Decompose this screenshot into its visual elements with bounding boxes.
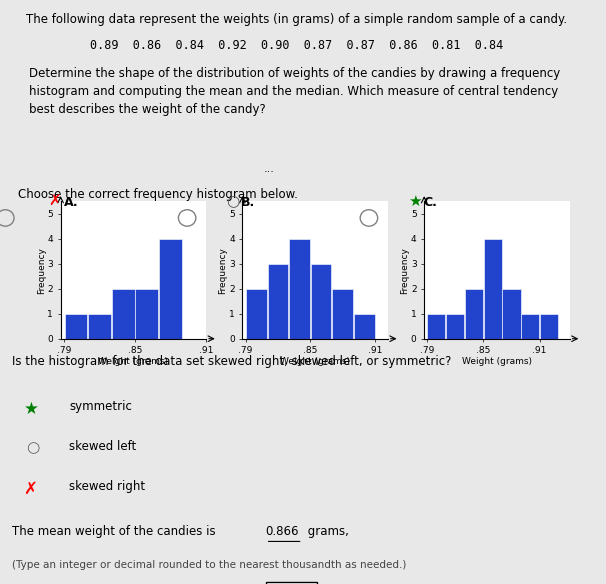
Bar bbox=[311, 264, 331, 339]
Text: symmetric: symmetric bbox=[69, 399, 132, 412]
Text: ○: ○ bbox=[27, 440, 39, 455]
Bar bbox=[427, 314, 445, 339]
Text: (Type an integer or decimal rounded to the nearest thousandth as needed.): (Type an integer or decimal rounded to t… bbox=[12, 561, 407, 571]
X-axis label: Weight (grams): Weight (grams) bbox=[280, 357, 350, 366]
Bar bbox=[136, 289, 158, 339]
Bar bbox=[540, 314, 558, 339]
Text: 0.866: 0.866 bbox=[265, 525, 299, 538]
Bar bbox=[159, 239, 182, 339]
Text: Determine the shape of the distribution of weights of the candies by drawing a f: Determine the shape of the distribution … bbox=[29, 67, 561, 116]
Text: Choose the correct frequency histogram below.: Choose the correct frequency histogram b… bbox=[18, 188, 298, 201]
Text: A.: A. bbox=[64, 196, 78, 208]
Bar bbox=[267, 264, 288, 339]
Text: C.: C. bbox=[423, 196, 437, 208]
Bar bbox=[502, 289, 521, 339]
Bar bbox=[64, 314, 87, 339]
Y-axis label: Frequency: Frequency bbox=[401, 246, 410, 294]
Text: ...: ... bbox=[264, 164, 275, 175]
Text: ✗: ✗ bbox=[48, 194, 61, 209]
Bar bbox=[88, 314, 111, 339]
Bar bbox=[465, 289, 483, 339]
X-axis label: Weight (grams): Weight (grams) bbox=[98, 357, 168, 366]
FancyBboxPatch shape bbox=[265, 582, 317, 584]
Y-axis label: Frequency: Frequency bbox=[219, 246, 228, 294]
Text: ★: ★ bbox=[24, 399, 38, 418]
X-axis label: Weight (grams): Weight (grams) bbox=[462, 357, 532, 366]
Text: The mean weight of the candies is: The mean weight of the candies is bbox=[12, 525, 219, 538]
Bar bbox=[484, 239, 502, 339]
Y-axis label: Frequency: Frequency bbox=[37, 246, 46, 294]
Text: Is the histogram for the data set skewed right, skewed left, or symmetric?: Is the histogram for the data set skewed… bbox=[12, 354, 451, 367]
Bar bbox=[332, 289, 353, 339]
Text: ★: ★ bbox=[408, 194, 421, 209]
Text: B.: B. bbox=[241, 196, 256, 208]
Text: grams,: grams, bbox=[304, 525, 349, 538]
Bar bbox=[354, 314, 375, 339]
Text: 0.89  0.86  0.84  0.92  0.90  0.87  0.87  0.86  0.81  0.84: 0.89 0.86 0.84 0.92 0.90 0.87 0.87 0.86 … bbox=[90, 39, 504, 52]
Bar bbox=[446, 314, 464, 339]
Bar bbox=[289, 239, 310, 339]
Text: skewed right: skewed right bbox=[69, 480, 145, 493]
Bar bbox=[246, 289, 267, 339]
Bar bbox=[521, 314, 539, 339]
Text: The following data represent the weights (in grams) of a simple random sample of: The following data represent the weights… bbox=[27, 13, 567, 26]
Text: ✗: ✗ bbox=[24, 480, 38, 498]
Bar bbox=[112, 289, 135, 339]
Text: skewed left: skewed left bbox=[69, 440, 136, 453]
Text: ○: ○ bbox=[226, 194, 239, 209]
